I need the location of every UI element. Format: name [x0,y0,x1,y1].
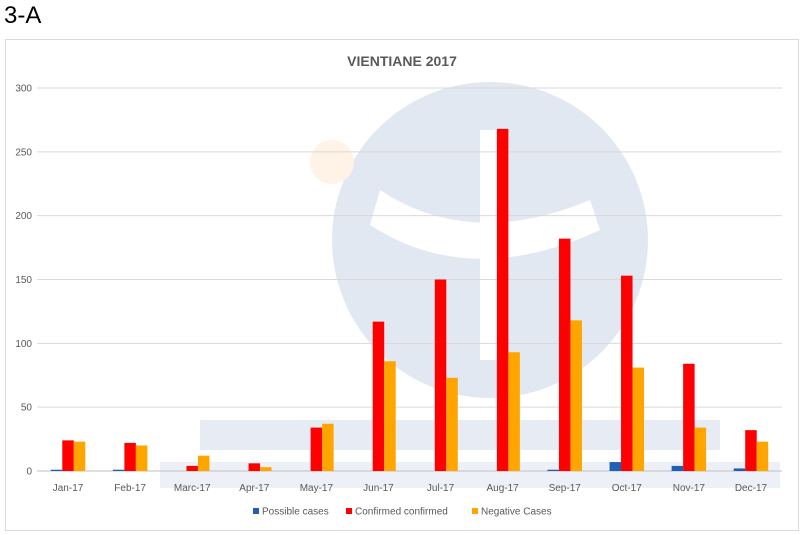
x-tick-label: Jun-17 [363,483,394,494]
bar-confirmed-confirmed-jun-17 [372,321,385,471]
bar-negative-cases-marc-17 [197,455,210,471]
y-tick-label: 100 [15,339,32,350]
bar-negative-cases-dec-17 [756,441,769,471]
x-tick-label: Dec-17 [735,483,768,494]
y-tick-label: 200 [15,211,32,222]
bar-confirmed-confirmed-sep-17 [558,238,571,471]
chart-title: VIENTIANE 2017 [347,53,457,69]
x-tick-label: Marc-17 [174,483,211,494]
x-tick-label: Aug-17 [487,483,520,494]
bar-confirmed-confirmed-jul-17 [434,279,447,471]
bar-possible-cases-feb-17 [112,469,125,471]
y-tick-label: 50 [21,403,33,414]
legend: Possible cases Confirmed confirmed Negativ… [253,507,552,518]
bar-confirmed-confirmed-apr-17 [248,463,261,471]
panel-label: 3-A [4,2,42,29]
bar-possible-cases-oct-17 [609,462,622,471]
x-axis-ticks: Jan-17 Feb-17 Marc-17 Apr-17 May-17 Jun-17 Jul… [53,483,768,494]
bar-negative-cases-nov-17 [694,427,707,471]
bar-negative-cases-jan-17 [73,441,86,471]
x-tick-label: Jul-17 [427,483,455,494]
y-tick-label: 250 [15,147,32,158]
bar-negative-cases-feb-17 [135,445,148,471]
bar-confirmed-confirmed-marc-17 [186,465,198,471]
bars [50,128,769,471]
bar-possible-cases-sep-17 [547,469,559,471]
legend-swatch [253,508,259,514]
legend-label: Possible cases [262,507,329,518]
bar-confirmed-confirmed-dec-17 [745,430,757,471]
bar-negative-cases-jun-17 [384,361,396,471]
bar-confirmed-confirmed-oct-17 [621,275,633,471]
y-tick-label: 0 [26,467,32,478]
bar-negative-cases-jul-17 [446,377,458,471]
bar-confirmed-confirmed-aug-17 [496,128,509,471]
y-axis-ticks: 0 50 100 150 200 250 300 [15,84,32,478]
bar-negative-cases-oct-17 [632,367,645,471]
bar-possible-cases-jan-17 [50,469,63,471]
x-tick-label: Nov-17 [673,483,706,494]
bar-possible-cases-nov-17 [671,465,684,471]
bar-confirmed-confirmed-may-17 [310,427,323,471]
legend-swatch [472,508,478,514]
bar-negative-cases-may-17 [322,423,334,471]
x-tick-label: Jan-17 [53,483,84,494]
legend-label: Negative Cases [481,507,552,518]
x-tick-label: Apr-17 [239,483,269,494]
bar-possible-cases-dec-17 [733,468,746,471]
x-tick-label: Oct-17 [612,483,642,494]
y-tick-label: 300 [15,84,32,95]
legend-label: Confirmed confirmed [355,507,448,518]
gridlines [37,87,782,472]
bar-confirmed-confirmed-jan-17 [62,440,74,471]
bar-negative-cases-sep-17 [570,320,582,471]
x-tick-label: Sep-17 [549,483,582,494]
bar-negative-cases-aug-17 [508,352,520,471]
y-tick-label: 150 [15,275,32,286]
bar-negative-cases-apr-17 [260,467,272,471]
bar-confirmed-confirmed-nov-17 [683,363,695,471]
bar-confirmed-confirmed-feb-17 [124,442,136,471]
legend-swatch [346,508,352,514]
x-tick-label: May-17 [300,483,334,494]
x-tick-label: Feb-17 [114,483,146,494]
